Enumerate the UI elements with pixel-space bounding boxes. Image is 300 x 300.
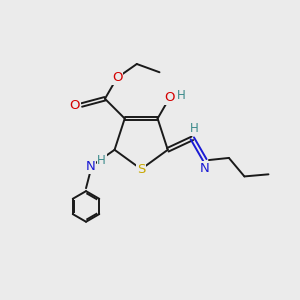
Text: O: O [70,98,80,112]
Text: H: H [189,122,198,135]
Text: N: N [200,161,210,175]
Text: N: N [85,160,95,173]
Text: H: H [176,89,185,102]
Text: O: O [112,71,122,84]
Text: H: H [97,154,106,167]
Text: O: O [164,91,175,104]
Text: S: S [137,163,146,176]
